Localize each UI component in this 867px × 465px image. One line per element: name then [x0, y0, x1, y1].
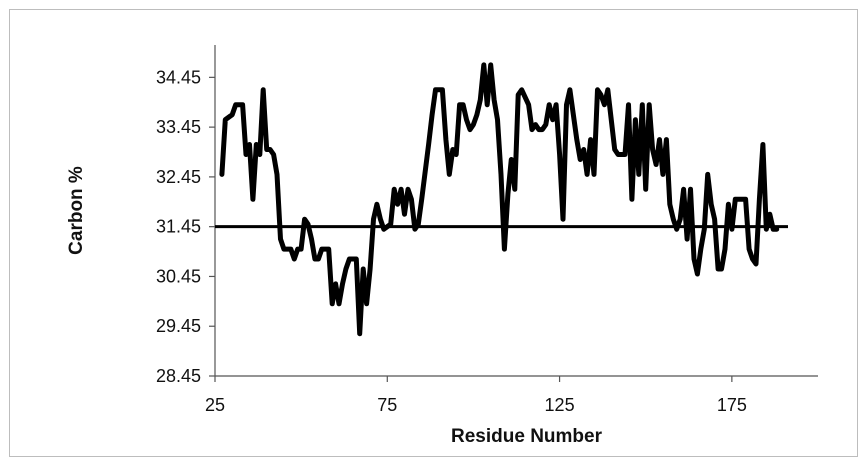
y-tick-label: 31.45 [156, 217, 201, 237]
y-tick-label: 28.45 [156, 366, 201, 386]
y-axis-title: Carbon % [66, 166, 87, 255]
series-group [219, 62, 780, 337]
axes [209, 45, 818, 382]
x-tick-label: 25 [205, 395, 225, 415]
chart-frame: 28.45 29.45 30.45 31.45 32.45 33.45 34.45 25 75 1… [9, 9, 858, 457]
y-tick-label: 30.45 [156, 266, 201, 286]
x-axis-title: Residue Number [451, 426, 603, 447]
y-tick-label: 33.45 [156, 117, 201, 137]
y-tick-label: 32.45 [156, 167, 201, 187]
tick-labels: 28.45 29.45 30.45 31.45 32.45 33.45 34.45 25 75 1… [156, 67, 747, 415]
y-tick-label: 29.45 [156, 316, 201, 336]
line-chart: 28.45 29.45 30.45 31.45 32.45 33.45 34.45 25 75 1… [66, 45, 818, 447]
x-tick-label: 175 [717, 395, 747, 415]
x-tick-label: 125 [545, 395, 575, 415]
x-tick-label: 75 [377, 395, 397, 415]
series-line [219, 62, 780, 337]
y-tick-label: 34.45 [156, 67, 201, 87]
